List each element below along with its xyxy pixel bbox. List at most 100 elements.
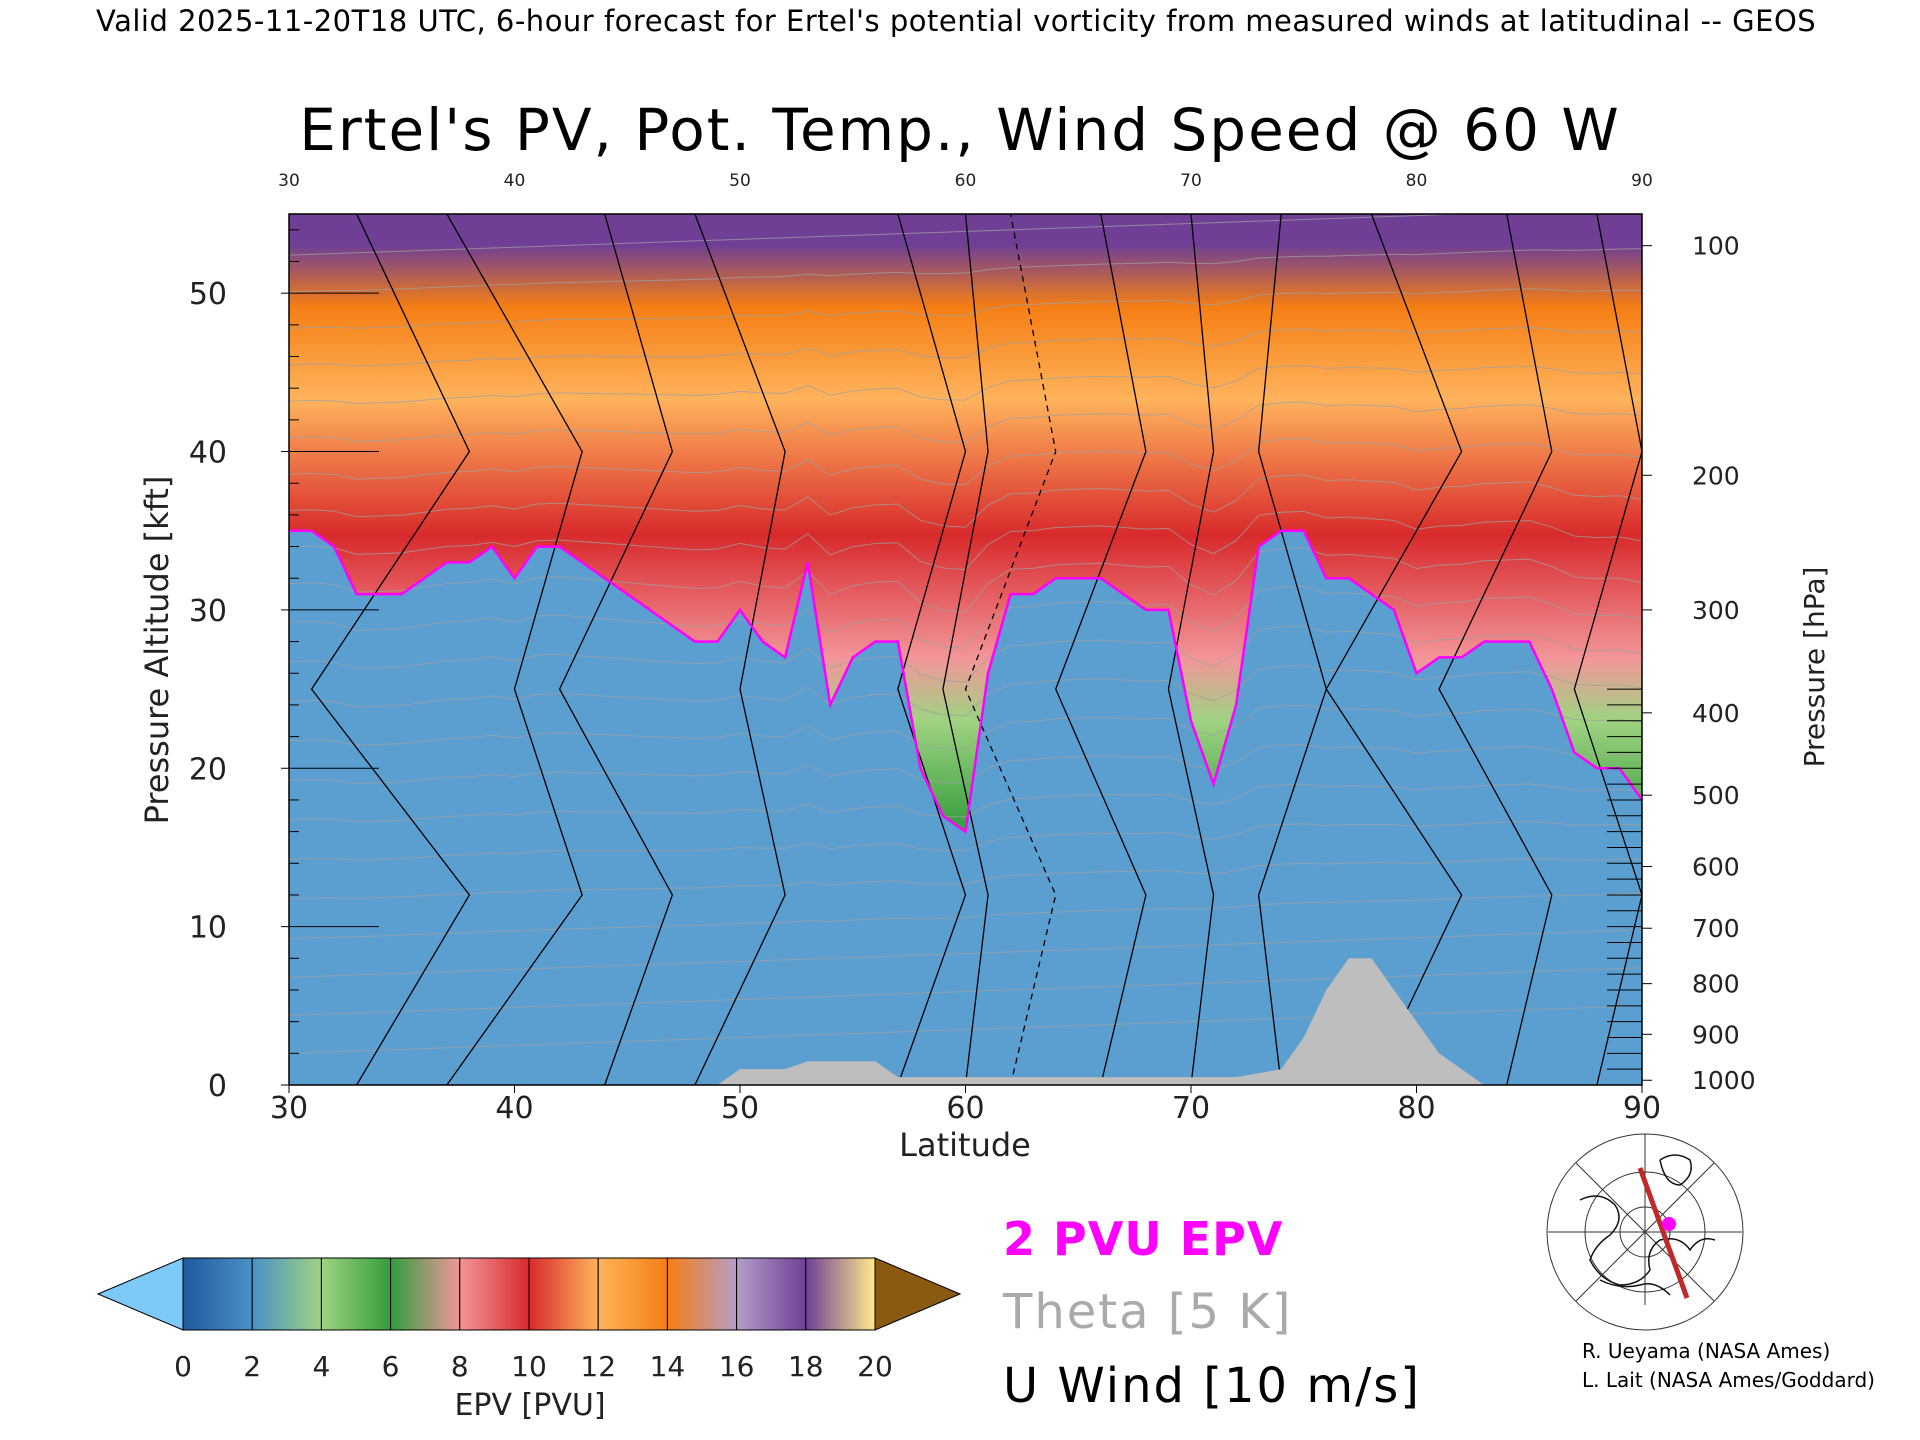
u-wind-contour xyxy=(1438,214,1553,1085)
legend-uwind: U Wind [10 m/s] xyxy=(1003,1358,1422,1414)
theta-contour xyxy=(289,585,1642,650)
theta-contour xyxy=(289,1005,1642,1054)
u-wind-contour xyxy=(446,214,583,1085)
u-wind-contour xyxy=(942,214,989,1085)
x-top-tick-label: 50 xyxy=(729,171,751,191)
theta-contour xyxy=(289,401,1642,444)
u-wind-contour xyxy=(310,214,471,1085)
colorbar-tick-labels: 0 2 4 6 8 10 12 14 16 18 20 xyxy=(174,1350,893,1383)
y2-tick-label: 200 xyxy=(1692,461,1740,490)
colorbar-tick-label: 8 xyxy=(451,1350,469,1383)
colorbar-segment xyxy=(251,1257,322,1331)
y-axis-label: Pressure Altitude [kft] xyxy=(138,476,176,825)
u-wind-contour xyxy=(1325,214,1463,1085)
colorbar-under-arrow xyxy=(96,1257,184,1331)
y-tick-label: 50 xyxy=(189,277,227,312)
x-tick-label: 40 xyxy=(495,1091,533,1126)
y-tick-label: 40 xyxy=(189,436,227,471)
colorbar-tick-label: 10 xyxy=(511,1350,547,1383)
colorbar-segment xyxy=(805,1257,876,1331)
x-top-tick-label: 30 xyxy=(278,171,300,191)
y2-tick-label: 600 xyxy=(1692,852,1740,881)
y-tick-label: 0 xyxy=(208,1069,227,1104)
kft-ladder-marks xyxy=(289,229,1642,1085)
y2-tick-label: 400 xyxy=(1692,699,1740,728)
theta-contour xyxy=(289,783,1642,823)
u-wind-contour xyxy=(964,214,1057,1085)
u-wind-contour xyxy=(558,214,674,1085)
colorbar-segment xyxy=(390,1257,461,1331)
u-wind-contour xyxy=(897,214,967,1085)
y-tick-label: 30 xyxy=(189,594,227,629)
u-wind-contours xyxy=(310,214,1642,1085)
colorbar-segment xyxy=(597,1257,668,1331)
y2-tick-label: 800 xyxy=(1692,970,1740,999)
theta-contour xyxy=(289,744,1642,785)
x-tick-label: 30 xyxy=(270,1091,308,1126)
colorbar-tick-label: 16 xyxy=(719,1350,755,1383)
theta-contour xyxy=(289,547,1642,613)
credit-line-2: L. Lait (NASA Ames/Goddard) xyxy=(1582,1368,1875,1392)
colorbar-tick-label: 12 xyxy=(580,1350,616,1383)
theta-contour xyxy=(289,893,1642,940)
colorbar-label: EPV [PVU] xyxy=(454,1388,605,1423)
y2-tick-label: 100 xyxy=(1692,232,1740,261)
y2-axis-ticks: 100 200 300 400 500 600 700 800 900 1000 xyxy=(1642,232,1756,1095)
x-axis-label: Latitude xyxy=(899,1126,1031,1164)
forecast-header: Valid 2025-11-20T18 UTC, 6-hour forecast… xyxy=(96,4,1817,38)
theta-contour xyxy=(289,214,1642,256)
x-top-tick-label: 90 xyxy=(1631,171,1653,191)
theta-contour xyxy=(289,967,1642,1016)
colorbar-tick-label: 6 xyxy=(382,1350,400,1383)
theta-contour xyxy=(289,248,1642,293)
u-wind-contour xyxy=(694,214,786,1085)
y-axis-ticks: 0 10 20 30 40 50 xyxy=(189,277,289,1104)
u-wind-contour xyxy=(1054,214,1147,1085)
terrain-surface xyxy=(289,958,1642,1085)
credit-line-1: R. Ueyama (NASA Ames) xyxy=(1582,1339,1831,1363)
y2-tick-label: 500 xyxy=(1692,781,1740,810)
theta-contour xyxy=(289,474,1642,528)
theta-contour xyxy=(289,438,1642,486)
x-axis-ticks: 30 40 50 60 70 80 90 xyxy=(270,1085,1661,1126)
stratosphere-pv-fill xyxy=(289,214,1642,832)
y2-tick-label: 1000 xyxy=(1692,1066,1756,1095)
theta-contour xyxy=(289,858,1642,900)
colorbar-segment xyxy=(666,1257,738,1331)
y2-tick-label: 700 xyxy=(1692,914,1740,943)
legend-pv2: 2 PVU EPV xyxy=(1003,1212,1284,1266)
pv2-tropopause-line xyxy=(289,529,1642,834)
y2-tick-label: 300 xyxy=(1692,596,1740,625)
u-wind-contour xyxy=(1167,214,1215,1085)
x-tick-label: 80 xyxy=(1397,1091,1435,1126)
x-top-tick-label: 80 xyxy=(1406,171,1428,191)
colorbar-over-arrow xyxy=(874,1257,962,1331)
y2-tick-label: 900 xyxy=(1692,1020,1740,1049)
theta-contour xyxy=(289,704,1642,750)
y-tick-label: 20 xyxy=(189,752,227,787)
theta-contour xyxy=(289,365,1642,405)
colorbar-tick-label: 2 xyxy=(243,1350,261,1383)
x-top-axis-ticks: 30 40 50 60 70 80 90 xyxy=(278,171,1653,191)
north-polar-map-icon xyxy=(1542,1133,1744,1331)
theta-contour xyxy=(289,929,1642,978)
theta-contour xyxy=(289,625,1642,683)
x-top-tick-label: 40 xyxy=(504,171,526,191)
colorbar-tick-label: 18 xyxy=(788,1350,824,1383)
colorbar-tick-label: 14 xyxy=(650,1350,686,1383)
theta-contour xyxy=(289,665,1642,717)
colorbar-tick-label: 0 xyxy=(174,1350,192,1383)
colorbar-tick-label: 4 xyxy=(312,1350,330,1383)
legend-theta: Theta [5 K] xyxy=(1003,1284,1293,1340)
y2-axis-label: Pressure [hPa] xyxy=(1798,567,1831,768)
x-tick-label: 70 xyxy=(1172,1091,1210,1126)
epv-colorbar xyxy=(96,1257,962,1331)
chart-title: Ertel's PV, Pot. Temp., Wind Speed @ 60 … xyxy=(299,96,1621,164)
x-tick-label: 60 xyxy=(946,1091,984,1126)
colorbar-segment xyxy=(320,1257,392,1331)
theta-contour xyxy=(289,288,1642,329)
colorbar-segment xyxy=(528,1257,599,1331)
colorbar-segment xyxy=(736,1257,807,1331)
x-tick-label: 90 xyxy=(1623,1091,1661,1126)
